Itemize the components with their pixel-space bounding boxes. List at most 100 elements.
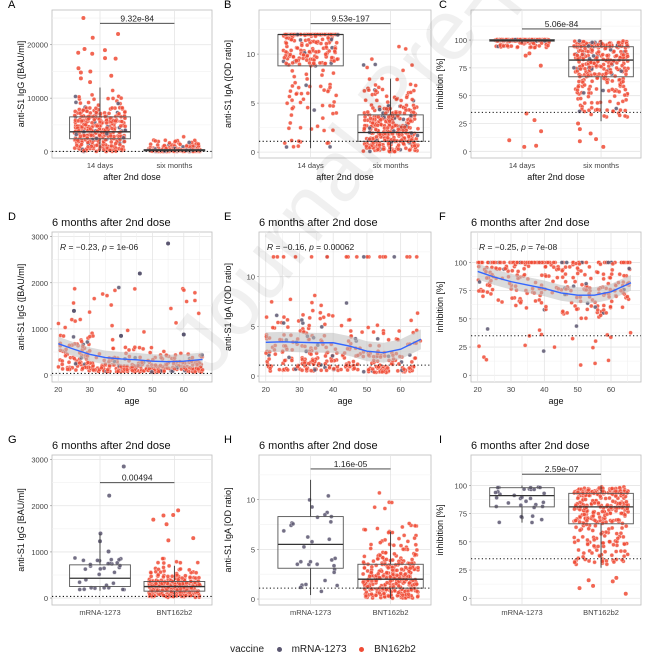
point-bnt <box>386 114 391 120</box>
point-bnt <box>362 565 367 571</box>
point-mrna <box>589 40 595 45</box>
point-mrna <box>119 333 124 338</box>
point-bnt <box>304 367 309 372</box>
point-bnt <box>545 260 551 265</box>
point-mrna <box>298 37 303 43</box>
point-bnt <box>621 273 627 278</box>
point-bnt <box>362 114 368 119</box>
point-mrna <box>73 361 78 366</box>
y-axis-label: anti-S1 IgG ([BAU/ml] <box>16 264 26 351</box>
point-mrna <box>298 585 303 590</box>
point-mrna <box>600 88 606 93</box>
point-bnt <box>375 323 380 328</box>
point-bnt <box>361 580 366 585</box>
point-bnt <box>578 66 583 72</box>
point-bnt <box>571 43 577 49</box>
point-bnt <box>586 86 592 92</box>
point-bnt <box>587 264 592 270</box>
point-bnt <box>564 310 570 316</box>
point-bnt <box>539 129 544 134</box>
point-bnt <box>323 61 328 66</box>
point-bnt <box>522 144 527 149</box>
point-bnt <box>330 111 336 116</box>
point-bnt <box>580 52 585 57</box>
point-mrna <box>530 514 535 519</box>
point-bnt <box>331 366 336 371</box>
chart-F: F 6 months after 2nd dose 0 25 50 75 100 20 30 40… <box>435 211 642 406</box>
chart-B: B 0 5 10 14 days six months after 2nd dose anti… <box>223 0 432 182</box>
point-bnt <box>575 271 580 276</box>
box <box>69 116 131 140</box>
point-bnt <box>551 264 556 270</box>
point-bnt <box>330 313 335 319</box>
y-tick-label: 0 <box>463 594 467 603</box>
point-bnt <box>318 310 323 315</box>
plot-area <box>470 231 642 383</box>
point-bnt <box>584 260 589 265</box>
point-bnt <box>320 103 325 108</box>
point-bnt <box>178 566 183 572</box>
point-bnt <box>173 139 178 144</box>
point-mrna <box>571 65 577 70</box>
point-bnt <box>539 300 544 305</box>
point-bnt <box>109 302 114 308</box>
point-bnt <box>294 58 299 63</box>
point-mrna <box>373 62 378 67</box>
point-bnt <box>97 133 102 138</box>
point-bnt <box>507 138 512 143</box>
point-bnt <box>385 125 390 130</box>
x-tick-label: 40 <box>540 385 548 394</box>
point-bnt <box>596 49 601 55</box>
point-bnt <box>384 106 389 111</box>
point-bnt <box>320 37 325 42</box>
legend-label-mrna: mRNA-1273 <box>291 644 347 655</box>
point-bnt <box>161 593 166 598</box>
point-bnt <box>597 515 602 520</box>
panel-label: H <box>224 434 232 446</box>
point-bnt <box>578 96 583 101</box>
y-axis-label: anti-S1 IgA [OD ratio] <box>223 487 233 572</box>
point-bnt <box>267 366 273 371</box>
point-bnt <box>522 272 527 277</box>
point-mrna <box>82 587 87 592</box>
point-bnt <box>386 593 391 599</box>
x-tick-label: 50 <box>573 385 581 394</box>
x-tick-label: 60 <box>607 385 615 394</box>
point-bnt <box>579 316 584 321</box>
chart-A: A 0 10000 20000 14 days six months after 2nd d… <box>8 0 213 182</box>
point-bnt <box>394 97 399 102</box>
point-bnt <box>403 146 409 151</box>
point-bnt <box>87 105 92 111</box>
x-axis-label: after 2nd dose <box>527 172 585 182</box>
point-bnt <box>327 48 332 54</box>
point-bnt <box>298 125 303 130</box>
point-bnt <box>292 80 298 85</box>
point-bnt <box>577 586 582 591</box>
point-bnt <box>396 147 401 152</box>
point-bnt <box>380 369 385 375</box>
point-bnt <box>61 333 66 339</box>
point-bnt <box>603 496 608 501</box>
point-bnt <box>617 89 622 94</box>
point-bnt <box>120 105 125 110</box>
point-bnt <box>391 543 396 548</box>
point-bnt <box>174 572 180 578</box>
point-bnt <box>123 345 128 350</box>
point-bnt <box>567 264 572 270</box>
point-bnt <box>588 60 593 65</box>
point-bnt <box>501 43 506 49</box>
point-bnt <box>161 560 166 566</box>
point-bnt <box>109 139 114 145</box>
point-bnt <box>287 94 292 99</box>
point-bnt <box>313 49 319 55</box>
point-bnt <box>533 298 538 304</box>
point-bnt <box>325 89 331 94</box>
point-bnt <box>363 98 368 103</box>
point-bnt <box>575 265 580 271</box>
point-bnt <box>389 500 394 505</box>
point-bnt <box>374 98 379 103</box>
point-bnt <box>586 94 591 99</box>
point-bnt <box>414 254 419 259</box>
point-bnt <box>385 135 390 140</box>
point-bnt <box>103 56 108 61</box>
